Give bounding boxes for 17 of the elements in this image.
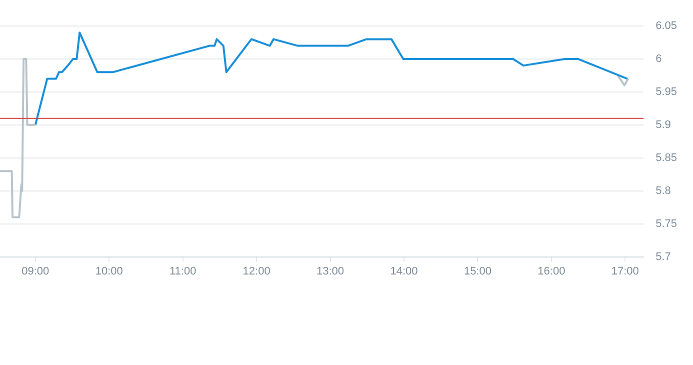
y-tick-label: 6 (656, 53, 662, 66)
y-tick-label: 5.7 (656, 250, 671, 263)
y-tick-label: 5.8 (656, 184, 671, 197)
x-tick-label: 15:00 (464, 265, 492, 278)
y-tick-label: 6.05 (656, 20, 678, 32)
x-tick-label: 11:00 (169, 265, 196, 278)
y-tick-label: 5.75 (656, 218, 678, 230)
y-tick-label: 5.95 (656, 86, 678, 98)
x-tick-label: 16:00 (538, 265, 566, 278)
x-tick-label: 17:00 (611, 265, 639, 278)
y-tick-label: 5.9 (656, 118, 671, 131)
x-tick-label: 12:00 (242, 265, 270, 278)
y-tick-label: 5.85 (656, 152, 678, 164)
x-tick-label: 13:00 (316, 265, 344, 278)
x-tick-label: 10:00 (95, 265, 123, 278)
x-tick-label: 09:00 (22, 265, 50, 278)
x-tick-label: 14:00 (390, 265, 418, 278)
